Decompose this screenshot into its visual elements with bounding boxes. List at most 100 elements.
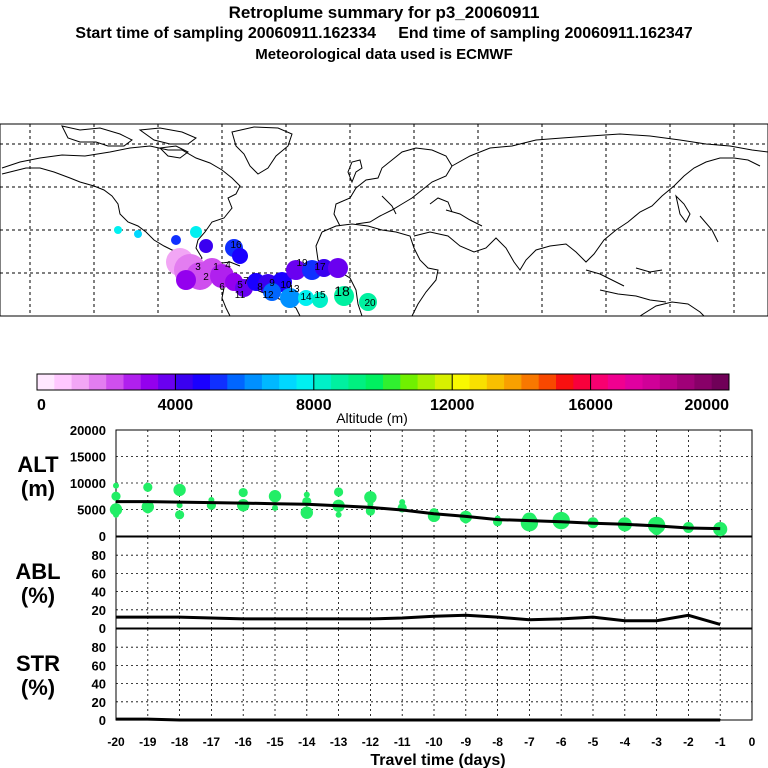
release-label: 14 — [300, 292, 312, 303]
plume-cluster — [263, 283, 281, 301]
sampling-times: Start time of sampling 20060911.162334 E… — [75, 25, 693, 42]
colorbar-swatch — [331, 374, 349, 390]
y-tick-label: 15000 — [70, 450, 106, 465]
colorbar-tick-label: 12000 — [430, 397, 475, 414]
colorbar-swatch — [694, 374, 713, 390]
plume-cluster — [134, 230, 142, 238]
release-label: 9 — [269, 278, 275, 289]
colorbar-tick-label: 20000 — [685, 397, 730, 414]
x-tick-label: -4 — [619, 735, 630, 749]
x-tick-label: -14 — [298, 735, 316, 749]
y-tick-label: 0 — [99, 529, 106, 544]
altitude-point — [237, 499, 250, 512]
plume-cluster — [298, 290, 314, 306]
colorbar-swatch — [590, 374, 609, 390]
str-line — [116, 717, 721, 722]
release-label: 1 — [213, 262, 219, 273]
y-tick-label: 40 — [92, 585, 106, 600]
altitude-point — [303, 491, 310, 498]
colorbar-swatch — [106, 374, 124, 390]
colorbar-swatch — [348, 374, 367, 390]
colorbar-swatch — [123, 374, 142, 390]
x-tick-label: -2 — [683, 735, 694, 749]
colorbar-swatch — [313, 374, 332, 390]
colorbar-swatch — [88, 374, 107, 390]
colorbar-swatch — [71, 374, 90, 390]
y-tick-label: 0 — [99, 621, 106, 636]
x-tick-label: -7 — [524, 735, 535, 749]
release-label: 5 — [237, 280, 243, 291]
release-label: 11 — [235, 290, 246, 301]
x-tick-label: -11 — [394, 735, 411, 749]
colorbar-swatch — [677, 374, 695, 390]
y-tick-label: 40 — [92, 677, 106, 692]
colorbar-swatch — [607, 374, 626, 390]
altitude-colorbar: 0 4000 8000 12000 16000 20000 Altitude (m) — [36, 373, 730, 426]
panel-abl: 0 20 40 60 80 ABL(%) — [15, 536, 753, 636]
colorbar-tick-label: 0 — [37, 397, 46, 414]
colorbar-swatch — [469, 374, 488, 390]
x-tick-label: -3 — [651, 735, 662, 749]
colorbar-swatch — [37, 374, 55, 390]
panel-yunit: (%) — [21, 675, 55, 700]
y-tick-label: 60 — [92, 566, 106, 581]
colorbar-swatch — [158, 374, 176, 390]
x-tick-label: -9 — [460, 735, 471, 749]
altitude-point — [367, 501, 374, 508]
colorbar-swatch — [659, 374, 678, 390]
colorbar-label: Altitude (m) — [336, 410, 408, 426]
altitude-point — [141, 500, 154, 514]
plume-cluster — [199, 239, 213, 253]
y-tick-label: 80 — [92, 548, 106, 563]
release-label: 15 — [314, 290, 326, 301]
colorbar-tick-label: 4000 — [158, 397, 194, 414]
colorbar-swatch — [175, 374, 194, 390]
x-tick-label: -8 — [492, 735, 503, 749]
colorbar-swatch — [486, 374, 505, 390]
altitude-point — [268, 490, 282, 503]
altitude-point — [144, 507, 151, 514]
plume-cluster — [286, 260, 306, 280]
plume-cluster — [328, 258, 348, 278]
plume-cluster — [176, 270, 196, 290]
release-label: 4 — [225, 260, 231, 271]
plume-cluster — [280, 288, 300, 308]
colorbar-swatch — [140, 374, 159, 390]
y-tick-label: 10000 — [70, 476, 106, 491]
x-tick-label: -19 — [139, 735, 157, 749]
panel-ylabel: ABL — [15, 559, 60, 584]
x-tick-label: -20 — [107, 735, 125, 749]
x-tick-label: -16 — [235, 735, 253, 749]
colorbar-tick-label: 8000 — [296, 397, 332, 414]
x-tick-label: -6 — [556, 735, 567, 749]
altitude-point — [520, 514, 539, 532]
release-label: 13 — [288, 284, 300, 295]
y-tick-label: 80 — [92, 640, 106, 655]
release-label: 7 — [243, 276, 249, 287]
panel-str: 0 20 40 60 80 STR(%) — [16, 628, 753, 728]
altitude-point — [300, 506, 313, 519]
panel-yunit: (m) — [21, 476, 55, 501]
altitude-point — [143, 482, 153, 492]
colorbar-swatch — [556, 374, 574, 390]
x-tick-label: -10 — [425, 735, 443, 749]
altitude-point — [364, 491, 377, 504]
plume-cluster — [171, 235, 181, 245]
release-label: 20 — [364, 298, 376, 309]
mean-altitude-line — [116, 500, 721, 531]
altitude-point — [427, 509, 441, 523]
figure-title: Retroplume summary for p3_20060911 — [228, 3, 540, 22]
release-label: 16 — [230, 240, 242, 251]
x-tick-label: -12 — [362, 735, 380, 749]
altitude-point — [272, 504, 278, 511]
altitude-point — [176, 502, 183, 509]
y-tick-label: 5000 — [77, 503, 106, 518]
colorbar-swatch — [711, 374, 730, 390]
x-tick-label: -15 — [266, 735, 284, 749]
release-label: 10 — [280, 280, 292, 291]
x-tick-label: -1 — [715, 735, 726, 749]
